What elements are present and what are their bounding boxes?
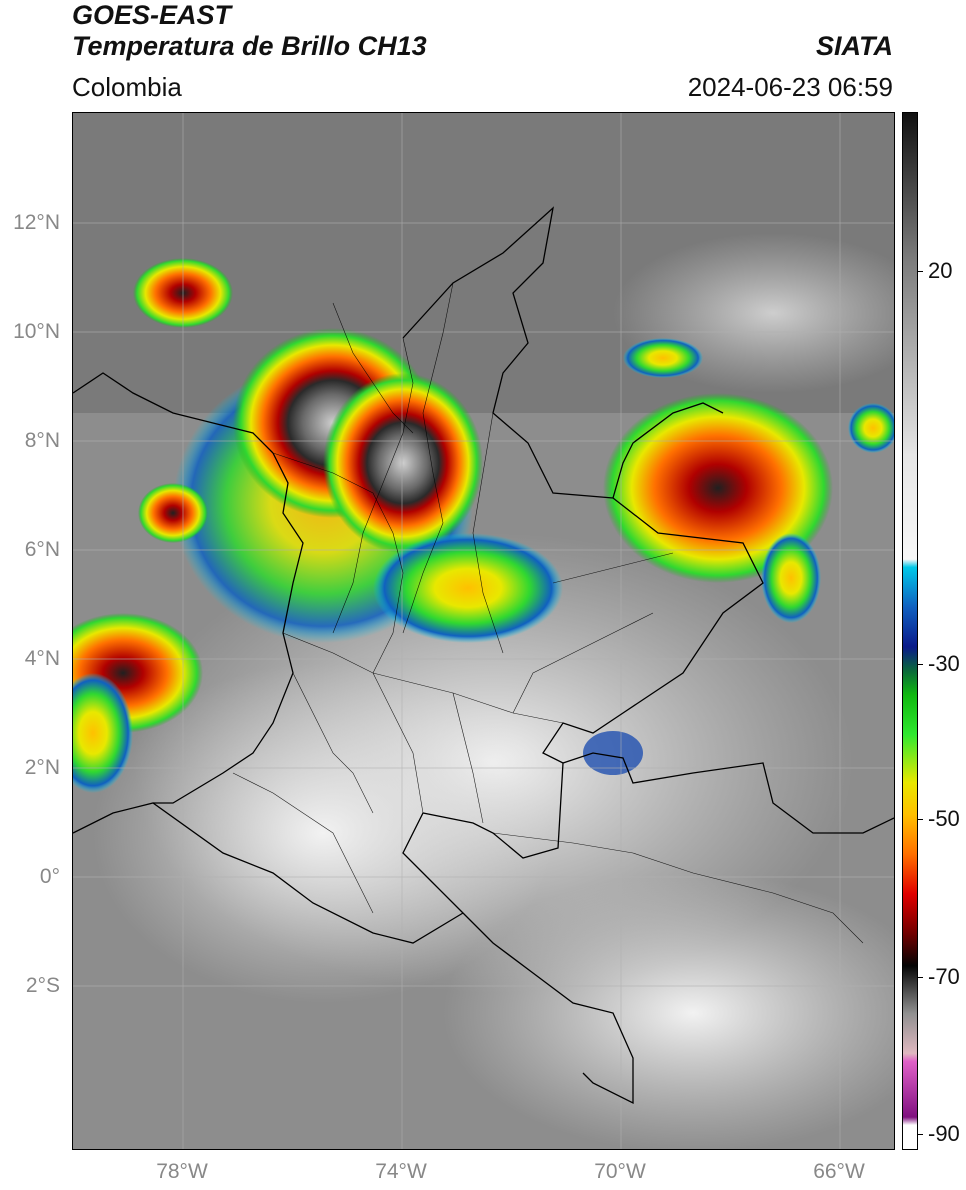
title-product: Temperatura de Brillo CH13 <box>72 31 427 61</box>
colorbar <box>902 112 918 1150</box>
lon-label-70w: 70°W <box>594 1160 646 1183</box>
satellite-map[interactable] <box>72 112 895 1150</box>
lat-label-6n: 6°N <box>24 538 60 561</box>
colorbar-tick-neg50 <box>917 819 923 820</box>
lat-label-10n: 10°N <box>13 320 60 343</box>
storm-core-2 <box>323 373 483 553</box>
lat-label-4n: 4°N <box>24 647 60 670</box>
convection-far-east <box>848 403 894 453</box>
lat-label-0: 0° <box>39 865 60 888</box>
source-label: SIATA <box>816 31 893 61</box>
lat-label-2s: 2°S <box>25 974 60 997</box>
cloud-field-west <box>93 663 553 1003</box>
lon-label-78w: 78°W <box>156 1160 208 1183</box>
colorbar-label-neg30: -30 <box>928 651 960 676</box>
region-label: Colombia <box>72 72 182 102</box>
colorbar-label-neg50: -50 <box>928 806 960 831</box>
cloud-field-south <box>443 873 894 1149</box>
convection-magdalena <box>373 533 563 643</box>
title-satellite: GOES-EAST <box>72 0 232 30</box>
convection-venezuela-north <box>623 338 703 378</box>
lon-label-66w: 66°W <box>813 1160 865 1183</box>
colorbar-tick-neg90 <box>917 1134 923 1135</box>
map-svg <box>73 113 894 1149</box>
graticule <box>73 113 894 1149</box>
colorbar-label-neg90: -90 <box>928 1121 960 1146</box>
lon-label-74w: 74°W <box>375 1160 427 1183</box>
convection-pacific-coast <box>73 673 133 793</box>
colorbar-label-neg70: -70 <box>928 964 960 989</box>
convection-guaviare <box>583 731 643 775</box>
lat-label-12n: 12°N <box>13 211 60 234</box>
colorbar-label-20: 20 <box>928 258 953 283</box>
lat-label-8n: 8°N <box>24 429 60 452</box>
country-borders <box>73 206 894 1105</box>
lat-label-2n: 2°N <box>24 756 60 779</box>
colorbar-tick-neg70 <box>917 977 923 978</box>
colorbar-tick-neg30 <box>917 664 923 665</box>
department-borders <box>232 282 864 944</box>
storm-core-venezuela <box>603 393 833 583</box>
storm-panama <box>138 483 208 543</box>
colorbar-tick-20 <box>917 271 923 272</box>
convection-east <box>761 533 821 623</box>
datetime-label: 2024-06-23 06:59 <box>687 72 893 102</box>
